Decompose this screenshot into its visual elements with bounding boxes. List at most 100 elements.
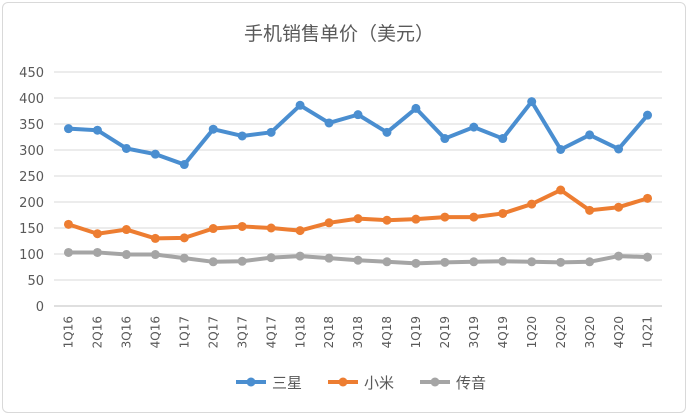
y-tick-label: 200 — [19, 196, 44, 211]
data-point — [440, 134, 450, 144]
legend-label: 传音 — [456, 374, 486, 392]
data-point — [92, 229, 102, 239]
data-point — [353, 214, 363, 224]
data-point — [121, 143, 131, 153]
legend-item: 小米 — [328, 374, 394, 392]
data-point — [469, 257, 479, 267]
legend-swatch-marker — [430, 377, 440, 387]
data-point — [411, 258, 421, 268]
x-tick-label: 3Q18 — [351, 316, 365, 348]
data-point — [179, 253, 189, 263]
x-tick-label: 2Q18 — [322, 316, 336, 348]
data-point — [527, 199, 537, 209]
data-point — [208, 124, 218, 134]
data-point — [469, 122, 479, 132]
data-point — [92, 247, 102, 257]
x-tick-label: 1Q18 — [293, 316, 307, 348]
data-point — [440, 257, 450, 267]
data-point — [121, 250, 131, 260]
data-point — [63, 247, 73, 257]
x-tick-label: 1Q20 — [525, 316, 539, 348]
data-point — [440, 212, 450, 222]
legend: 三星 小米 传音 — [236, 374, 486, 392]
data-point — [324, 118, 334, 128]
y-tick-label: 150 — [19, 222, 44, 237]
series-3 — [63, 247, 653, 268]
data-point — [556, 185, 566, 195]
x-tick-label: 1Q16 — [62, 316, 76, 348]
data-point — [324, 253, 334, 263]
x-tick-label: 2Q20 — [554, 316, 568, 348]
series-1 — [63, 97, 653, 170]
x-tick-label: 4Q16 — [149, 316, 163, 348]
data-point — [382, 127, 392, 137]
legend-item: 传音 — [420, 374, 486, 392]
legend-swatch-marker — [246, 377, 256, 387]
data-point — [353, 255, 363, 265]
y-tick-label: 400 — [19, 92, 44, 107]
x-tick-label: 1Q17 — [177, 316, 191, 348]
data-point — [614, 251, 624, 261]
data-point — [92, 125, 102, 135]
data-point — [150, 233, 160, 243]
data-point — [498, 208, 508, 218]
data-point — [237, 221, 247, 231]
data-point — [121, 225, 131, 235]
data-point — [527, 257, 537, 267]
data-point — [179, 233, 189, 243]
data-point — [150, 250, 160, 260]
y-tick-label: 0 — [36, 300, 44, 315]
series-2 — [63, 185, 653, 243]
data-point — [498, 134, 508, 144]
y-tick-label: 350 — [19, 118, 44, 133]
y-tick-label: 50 — [27, 274, 44, 289]
legend-label: 小米 — [364, 374, 394, 392]
data-point — [556, 257, 566, 267]
data-point — [585, 130, 595, 140]
x-tick-label: 3Q20 — [583, 316, 597, 348]
x-tick-label: 4Q19 — [496, 316, 510, 348]
x-tick-label: 2Q19 — [438, 316, 452, 348]
x-tick-label: 1Q19 — [409, 316, 423, 348]
data-point — [411, 214, 421, 224]
x-axis-tick-labels: 1Q16 2Q16 3Q16 4Q16 1Q17 2Q17 3Q17 4Q17 1Q18 2Q18… — [62, 316, 655, 348]
data-point — [295, 100, 305, 110]
data-point — [585, 257, 595, 267]
y-tick-label: 300 — [19, 144, 44, 159]
x-tick-label: 2Q16 — [91, 316, 105, 348]
y-tick-label: 100 — [19, 248, 44, 263]
x-tick-label: 4Q17 — [264, 316, 278, 348]
data-point — [614, 144, 624, 154]
data-point — [585, 205, 595, 215]
data-point — [150, 149, 160, 159]
data-point — [614, 202, 624, 212]
data-point — [208, 257, 218, 267]
x-tick-label: 1Q21 — [641, 316, 655, 348]
data-point — [295, 251, 305, 261]
data-point — [469, 212, 479, 222]
chart-title: 手机销售单价（美元） — [244, 23, 434, 45]
x-tick-label: 3Q16 — [120, 316, 134, 348]
data-point — [63, 219, 73, 229]
data-point — [527, 97, 537, 107]
data-point — [208, 224, 218, 234]
data-point — [266, 253, 276, 263]
data-point — [556, 144, 566, 154]
data-point — [324, 218, 334, 228]
x-tick-label: 3Q17 — [235, 316, 249, 348]
data-point — [643, 193, 653, 203]
gridlines — [54, 71, 662, 307]
x-tick-label: 2Q17 — [206, 316, 220, 348]
data-point — [237, 256, 247, 266]
x-tick-label: 4Q18 — [380, 316, 394, 348]
data-point — [498, 256, 508, 266]
data-point — [63, 124, 73, 134]
legend-label: 三星 — [272, 374, 302, 392]
series-lines — [63, 97, 653, 268]
y-axis-tick-labels: 0 50 100 150 200 250 300 350 400 450 — [19, 66, 44, 315]
data-point — [237, 131, 247, 141]
y-tick-label: 450 — [19, 66, 44, 81]
data-point — [411, 103, 421, 113]
legend-swatch-marker — [338, 377, 348, 387]
